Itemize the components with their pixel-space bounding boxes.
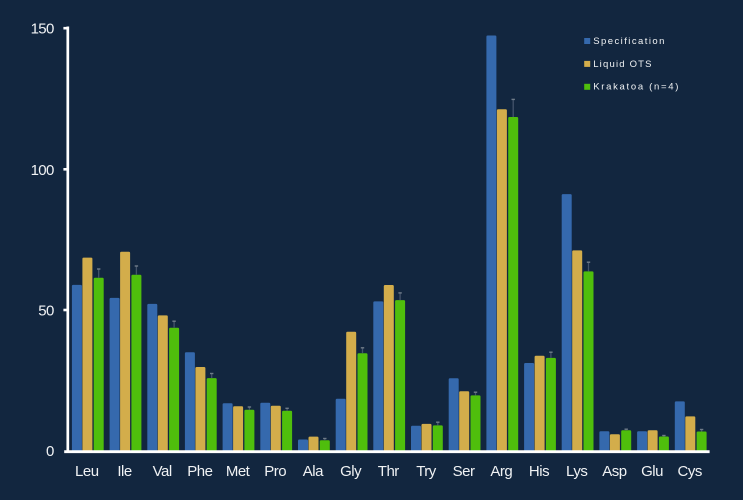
svg-text:Ile: Ile <box>117 463 132 480</box>
svg-text:Phe: Phe <box>187 463 212 480</box>
svg-text:Lys: Lys <box>566 463 587 480</box>
svg-text:0: 0 <box>46 443 54 460</box>
svg-text:His: His <box>529 463 549 480</box>
svg-text:Krakatoa (n=4): Krakatoa (n=4) <box>593 82 680 93</box>
svg-text:Val: Val <box>153 463 172 480</box>
svg-text:Specification: Specification <box>593 36 666 47</box>
svg-text:Ala: Ala <box>303 463 324 480</box>
svg-text:Glu: Glu <box>641 463 663 480</box>
svg-text:Liquid OTS: Liquid OTS <box>593 59 653 70</box>
svg-text:50: 50 <box>38 303 54 320</box>
svg-text:Leu: Leu <box>75 463 99 480</box>
svg-text:100: 100 <box>31 162 54 179</box>
svg-text:Try: Try <box>416 463 437 480</box>
svg-text:150: 150 <box>31 21 54 38</box>
svg-text:Ser: Ser <box>453 463 475 480</box>
svg-text:Met: Met <box>226 463 251 480</box>
svg-text:Arg: Arg <box>490 463 512 480</box>
svg-text:Cys: Cys <box>678 463 702 480</box>
svg-text:Thr: Thr <box>378 463 400 480</box>
svg-text:Gly: Gly <box>340 463 362 480</box>
svg-text:Pro: Pro <box>264 463 286 480</box>
svg-text:Asp: Asp <box>602 463 627 480</box>
